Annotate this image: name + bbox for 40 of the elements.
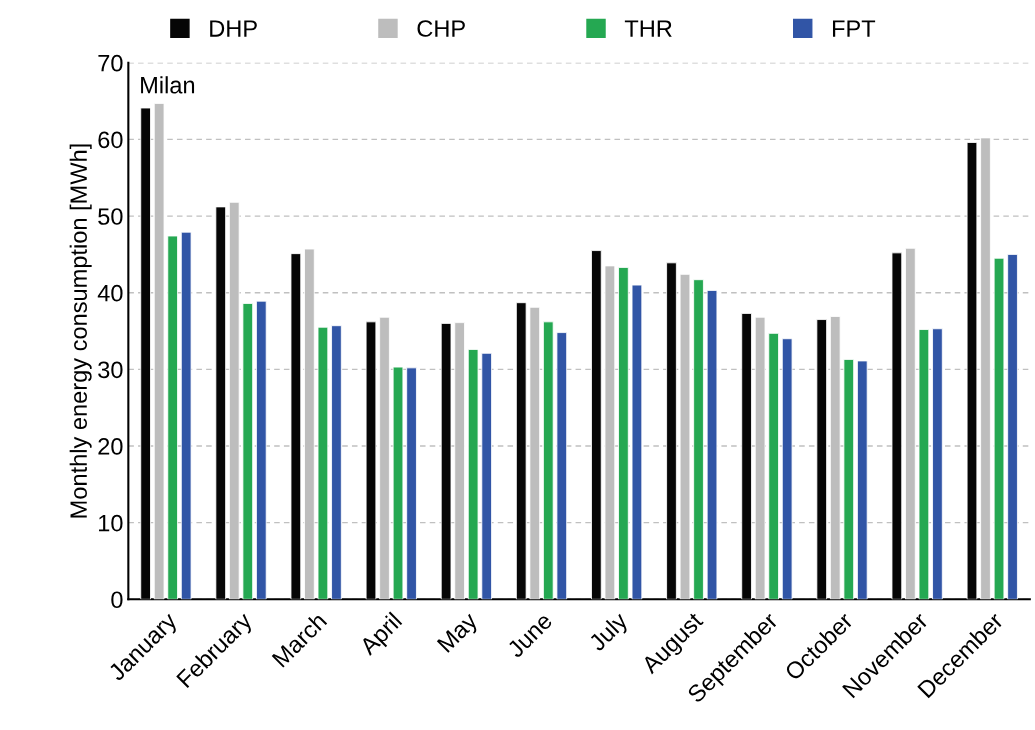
annotation: Milan xyxy=(141,76,195,94)
y-tick-label: 70 xyxy=(98,54,123,72)
bar xyxy=(331,325,342,600)
bar xyxy=(706,290,718,600)
y-tick-label: 30 xyxy=(98,361,123,379)
bar xyxy=(781,338,793,600)
x-tick-label: July xyxy=(587,610,633,656)
bar xyxy=(618,267,629,600)
y-tick-label: 20 xyxy=(98,438,123,455)
bar xyxy=(542,321,554,600)
bar xyxy=(1007,253,1018,600)
bar xyxy=(556,332,568,600)
legend-label: DHP xyxy=(210,20,257,37)
bar xyxy=(932,328,943,600)
bar xyxy=(843,359,855,600)
bar xyxy=(918,329,930,600)
y-tick-label: 40 xyxy=(97,284,123,302)
legend-label: FPT xyxy=(833,20,876,37)
y-tick-label: 0 xyxy=(111,591,123,609)
bar xyxy=(242,303,254,600)
bar xyxy=(693,279,704,600)
x-tick-label: May xyxy=(436,611,482,657)
bar xyxy=(467,349,479,600)
bar xyxy=(857,360,868,600)
y-tick-label: 60 xyxy=(98,131,123,149)
bar xyxy=(406,367,417,600)
legend-label: THR xyxy=(624,20,672,37)
legend-label: CHP xyxy=(417,20,465,37)
bar xyxy=(167,235,178,600)
bar xyxy=(256,300,267,600)
bar xyxy=(392,366,404,600)
bar xyxy=(180,231,192,600)
y-tick-label: 50 xyxy=(98,208,123,225)
bar xyxy=(631,284,643,600)
bar xyxy=(768,332,779,600)
bar xyxy=(481,352,492,600)
bar xyxy=(317,326,329,600)
y-axis-title: Monthly energy consumption [MWh] xyxy=(69,144,92,518)
bar xyxy=(993,257,1005,600)
y-tick-label: 10 xyxy=(99,514,123,532)
